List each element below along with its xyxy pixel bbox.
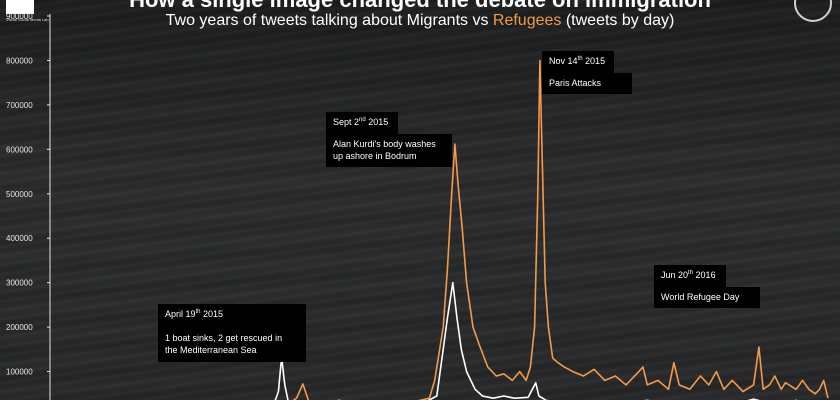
visual-social-media-lab-logo: Visual Social Media Lab: [6, 0, 49, 22]
series-line-refugees: [292, 59, 829, 400]
y-tick-label: 800000: [6, 56, 33, 65]
y-tick-label: 400000: [6, 234, 33, 243]
annotation-text-nov: Paris Attacks: [542, 73, 632, 94]
subtitle-prefix: Two years of tweets talking about Migran…: [165, 12, 493, 29]
subtitle-refugees-word: Refugees: [492, 12, 562, 29]
series-layer: [274, 59, 829, 400]
annotation-text-jun: World Refugee Day: [654, 287, 760, 308]
annotation-text-sept: Alan Kurdi's body washes up ashore in Bod…: [326, 134, 452, 167]
y-tick-label: 500000: [6, 190, 33, 199]
annotation-date-jun: Jun 20th 2016: [654, 265, 726, 287]
annotation-date-sept: Sept 2nd 2015: [326, 112, 398, 134]
series-line-migrants: [274, 281, 798, 400]
annotation-date-nov: Nov 14th 2015: [542, 51, 614, 73]
page-subtitle: Two years of tweets talking about Migran…: [0, 12, 840, 30]
y-axis: 100000 200000 300000 400000 500000 600000 7000…: [6, 12, 51, 400]
y-tick-label: 700000: [6, 101, 33, 110]
page-title: How a single image changed the debate on…: [0, 0, 840, 13]
annotation-date-april: April 19th 2015: [158, 304, 306, 328]
y-tick-label: 200000: [6, 323, 33, 332]
y-tick-label: 300000: [6, 279, 33, 288]
logo-caption: Visual Social Media Lab: [6, 17, 49, 22]
annotation-text-april: 1 boat sinks, 2 get rescued in the Medite…: [158, 328, 306, 362]
logo-mark: [6, 0, 34, 14]
subtitle-suffix: (tweets by day): [561, 12, 675, 29]
y-tick-label: 100000: [6, 368, 33, 377]
y-tick-label: 900000: [6, 12, 33, 21]
y-tick-label: 600000: [6, 145, 33, 154]
